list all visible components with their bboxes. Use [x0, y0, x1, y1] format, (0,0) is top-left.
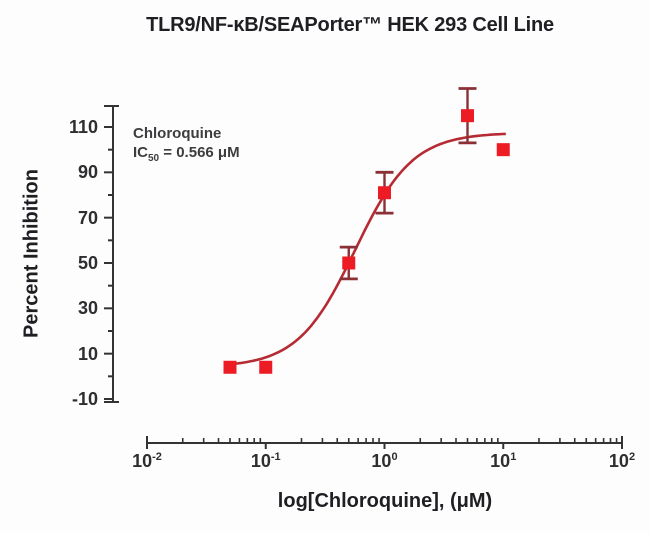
fit-curve: [227, 132, 506, 366]
annotation: Chloroquine IC50 = 0.566 μM: [133, 124, 240, 168]
x-tick-label: 100: [353, 450, 417, 472]
x-tick-label: 102: [590, 450, 650, 472]
x-tick-exponent: -1: [270, 451, 281, 463]
x-tick-exponent: 0: [391, 451, 398, 463]
data-point-marker: [223, 360, 237, 374]
x-tick-exponent: -2: [152, 451, 162, 463]
y-tick-label: 50: [77, 253, 98, 273]
x-tick-base: 10: [490, 451, 511, 471]
x-tick-exponent: 1: [510, 451, 517, 463]
y-tick-label: 10: [77, 343, 98, 364]
data-point-marker: [461, 109, 475, 123]
x-tick-exponent: 2: [628, 451, 636, 463]
x-tick-label: 10-2: [115, 450, 179, 472]
y-tick-label: -10: [71, 389, 98, 409]
data-point-marker: [342, 256, 356, 270]
y-tick-label: 30: [77, 298, 98, 319]
x-tick-base: 10: [132, 451, 153, 471]
x-axis-title: log[Chloroquine], (μM): [277, 490, 493, 512]
annotation-compound: Chloroquine: [133, 125, 222, 142]
ic50-prefix: IC: [133, 144, 148, 161]
x-tick-label: 101: [471, 450, 535, 472]
ic50-subscript: 50: [148, 153, 160, 164]
y-tick-label: 110: [68, 117, 98, 137]
annotation-ic50: IC50 = 0.566 μM: [133, 143, 240, 168]
chart-title: TLR9/NF-κB/SEAPorter™ HEK 293 Cell Line: [146, 14, 554, 36]
x-tick-base: 10: [371, 451, 392, 471]
x-tick-base: 10: [608, 451, 629, 471]
data-point-marker: [259, 360, 273, 374]
x-tick-label: 10-1: [234, 450, 298, 472]
data-point-marker: [378, 186, 391, 200]
x-tick-base: 10: [250, 451, 271, 471]
y-tick-label: 90: [77, 162, 98, 183]
y-tick-label: 70: [77, 207, 98, 228]
ic50-value: = 0.566 μM: [159, 144, 240, 161]
data-point-marker: [496, 143, 510, 157]
